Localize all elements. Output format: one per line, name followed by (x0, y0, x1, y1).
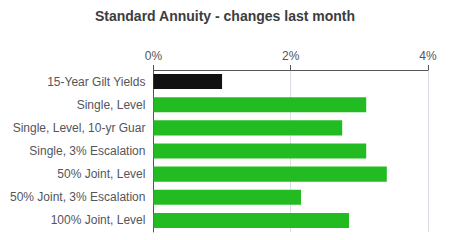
svg-text:50% Joint, 3% Escalation: 50% Joint, 3% Escalation (10, 190, 145, 204)
svg-text:50% Joint, Level: 50% Joint, Level (57, 167, 145, 181)
svg-text:Single, Level, 10-yr Guar: Single, Level, 10-yr Guar (13, 121, 146, 135)
svg-text:100% Joint, Level: 100% Joint, Level (51, 213, 146, 227)
svg-text:0%: 0% (145, 49, 163, 63)
svg-text:2%: 2% (282, 49, 300, 63)
svg-text:Single, Level: Single, Level (77, 98, 146, 112)
svg-text:Single, 3% Escalation: Single, 3% Escalation (29, 144, 145, 158)
svg-text:4%: 4% (419, 49, 437, 63)
svg-text:15-Year Gilt Yields: 15-Year Gilt Yields (47, 75, 145, 89)
svg-text:Standard Annuity - changes las: Standard Annuity - changes last month (95, 8, 355, 24)
